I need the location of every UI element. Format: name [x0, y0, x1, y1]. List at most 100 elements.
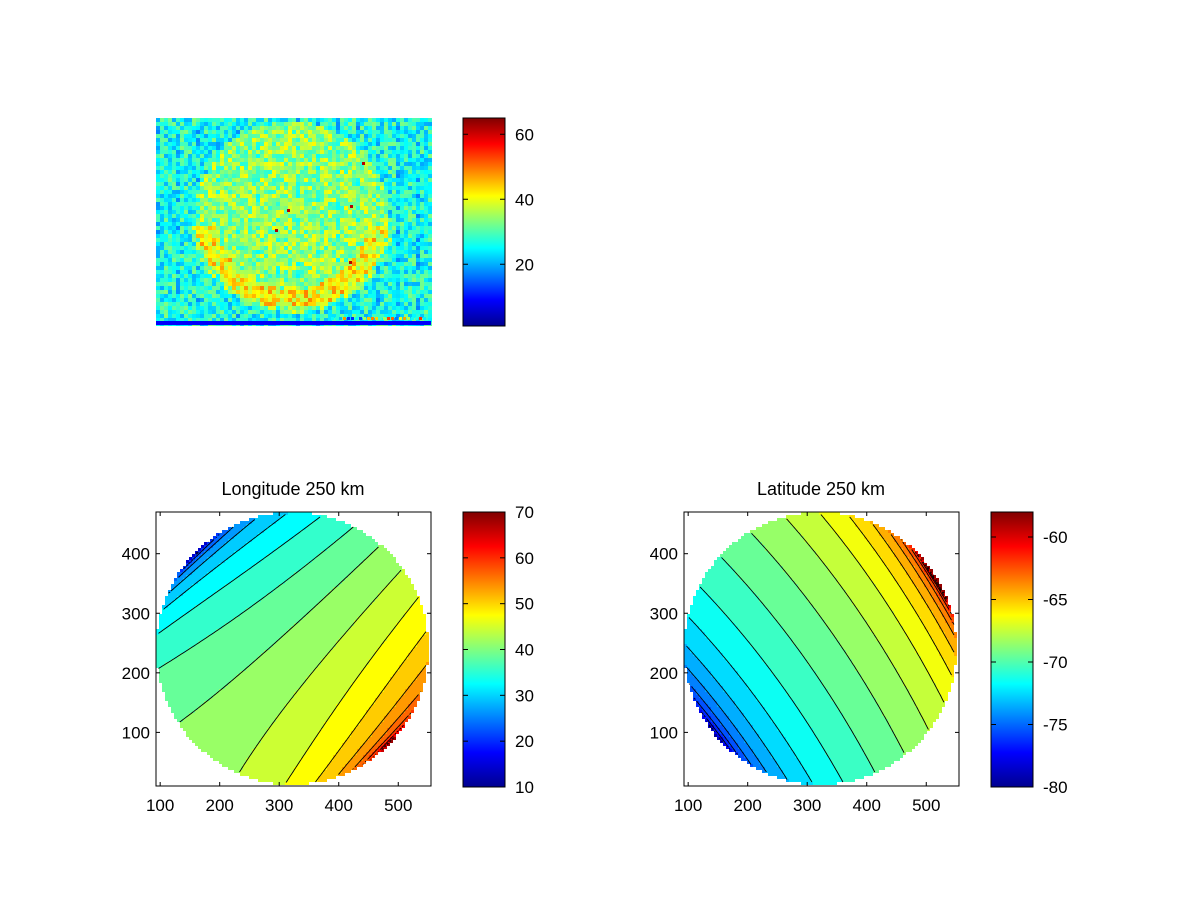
longitude-cell: [297, 566, 300, 569]
longitude-cell: [345, 545, 348, 548]
intensity-pixel: [336, 134, 340, 138]
intensity-pixel: [220, 298, 224, 302]
intensity-pixel: [284, 138, 288, 142]
intensity-pixel: [196, 122, 200, 126]
intensity-artifact: [419, 317, 422, 320]
intensity-pixel: [392, 310, 396, 314]
longitude-cell: [336, 557, 339, 560]
intensity-pixel: [368, 170, 372, 174]
longitude-cell: [321, 542, 324, 545]
longitude-cell: [381, 578, 384, 581]
intensity-pixel: [284, 182, 288, 186]
intensity-pixel: [420, 182, 424, 186]
longitude-cell: [387, 572, 390, 575]
longitude-cell: [222, 536, 225, 539]
intensity-pixel: [288, 234, 292, 238]
intensity-pixel: [184, 146, 188, 150]
intensity-pixel: [408, 190, 412, 194]
longitude-cell: [303, 518, 306, 521]
intensity-pixel: [168, 278, 172, 282]
intensity-pixel: [404, 254, 408, 258]
longitude-cell: [255, 569, 258, 572]
intensity-pixel: [356, 130, 360, 134]
longitude-cell: [357, 548, 360, 551]
intensity-pixel: [360, 258, 364, 262]
intensity-pixel: [408, 298, 412, 302]
intensity-pixel: [380, 186, 384, 190]
intensity-pixel: [308, 194, 312, 198]
longitude-cell: [327, 554, 330, 557]
intensity-pixel: [200, 278, 204, 282]
intensity-pixel: [312, 126, 316, 130]
intensity-pixel: [172, 258, 176, 262]
longitude-cell: [288, 566, 291, 569]
intensity-pixel: [260, 270, 264, 274]
intensity-pixel: [356, 170, 360, 174]
longitude-cell: [225, 530, 228, 533]
intensity-pixel: [344, 234, 348, 238]
intensity-pixel: [204, 198, 208, 202]
intensity-pixel: [292, 270, 296, 274]
intensity-pixel: [340, 234, 344, 238]
intensity-pixel: [396, 242, 400, 246]
longitude-cell: [228, 530, 231, 533]
longitude-cell: [255, 560, 258, 563]
intensity-pixel: [168, 250, 172, 254]
intensity-pixel: [352, 278, 356, 282]
intensity-pixel: [272, 166, 276, 170]
intensity-pixel: [400, 154, 404, 158]
intensity-pixel: [260, 234, 264, 238]
longitude-cell: [261, 557, 264, 560]
intensity-pixel: [344, 262, 348, 266]
longitude-cell: [336, 524, 339, 527]
longitude-cell: [342, 557, 345, 560]
intensity-pixel: [264, 258, 268, 262]
intensity-pixel: [172, 146, 176, 150]
intensity-pixel: [248, 126, 252, 130]
longitude-cell: [276, 545, 279, 548]
longitude-cell: [207, 551, 210, 554]
longitude-cell: [372, 557, 375, 560]
intensity-pixel: [308, 318, 312, 322]
intensity-pixel: [248, 274, 252, 278]
longitude-cell: [213, 572, 216, 575]
intensity-pixel: [180, 314, 184, 318]
intensity-pixel: [336, 214, 340, 218]
intensity-pixel: [228, 126, 232, 130]
intensity-pixel: [260, 282, 264, 286]
longitude-cell: [234, 560, 237, 563]
intensity-pixel: [272, 318, 276, 322]
longitude-cell: [315, 578, 318, 581]
longitude-cell: [321, 578, 324, 581]
intensity-pixel: [300, 118, 304, 122]
longitude-cell: [318, 569, 321, 572]
intensity-pixel: [416, 170, 420, 174]
longitude-cell: [225, 581, 228, 584]
intensity-pixel: [284, 254, 288, 258]
longitude-cell: [312, 542, 315, 545]
intensity-pixel: [156, 234, 160, 238]
longitude-cell: [357, 554, 360, 557]
intensity-pixel: [280, 202, 284, 206]
longitude-cell: [354, 575, 357, 578]
intensity-pixel: [192, 146, 196, 150]
longitude-cell: [270, 542, 273, 545]
longitude-cell: [327, 557, 330, 560]
intensity-pixel: [288, 274, 292, 278]
intensity-pixel: [156, 262, 160, 266]
longitude-cell: [270, 530, 273, 533]
intensity-pixel: [320, 118, 324, 122]
intensity-pixel: [324, 302, 328, 306]
longitude-cell: [333, 536, 336, 539]
intensity-pixel: [172, 186, 176, 190]
intensity-pixel: [380, 162, 384, 166]
longitude-cell: [375, 572, 378, 575]
longitude-cell: [195, 557, 198, 560]
longitude-cell: [240, 533, 243, 536]
intensity-pixel: [168, 222, 172, 226]
intensity-pixel: [312, 282, 316, 286]
longitude-cell: [255, 533, 258, 536]
intensity-pixel: [248, 166, 252, 170]
intensity-pixel: [192, 174, 196, 178]
longitude-cell: [240, 542, 243, 545]
